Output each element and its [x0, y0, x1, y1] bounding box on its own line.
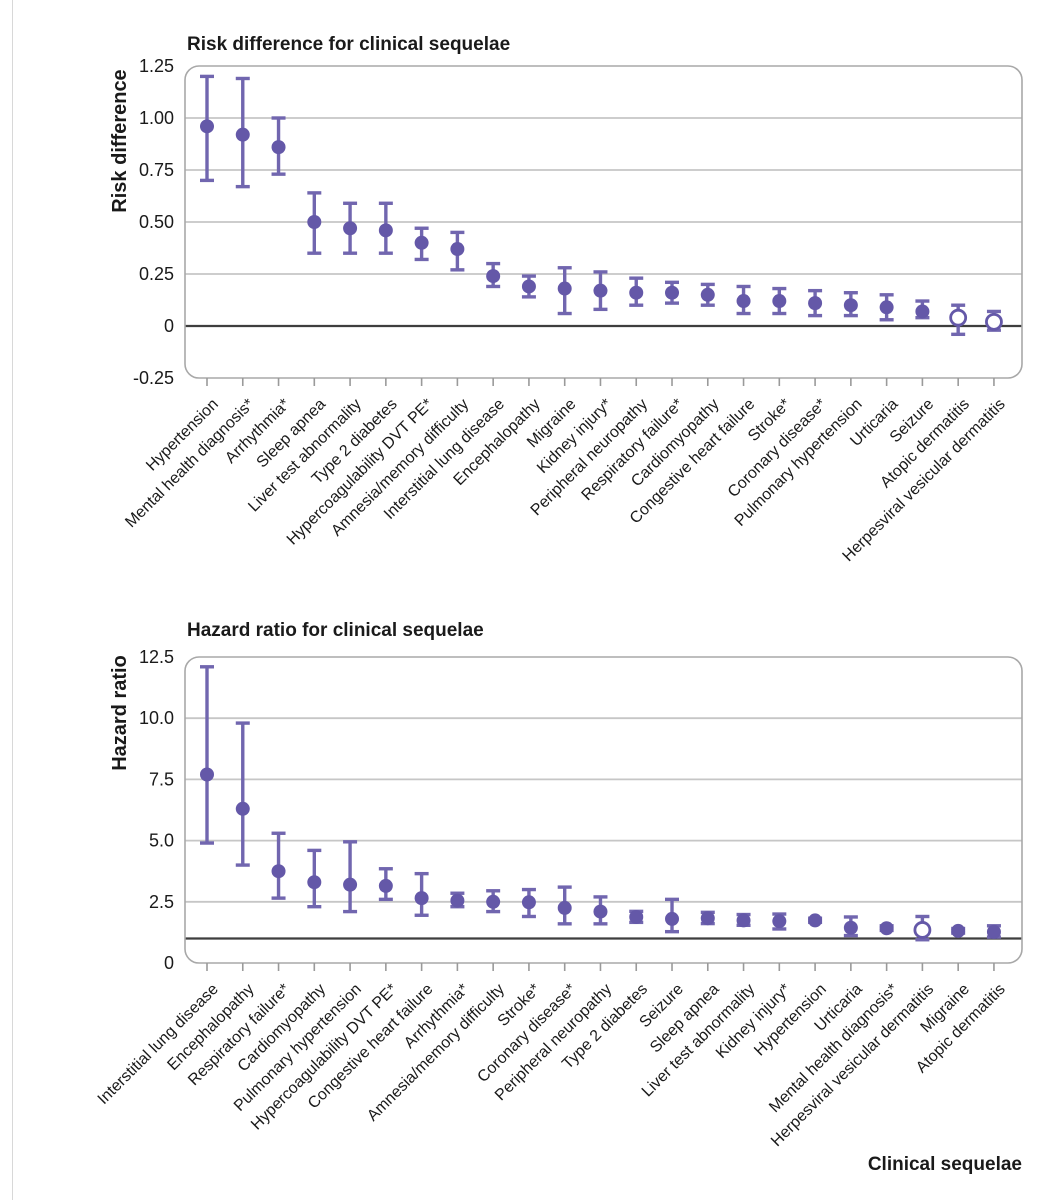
data-point: [378, 878, 393, 893]
data-point: [629, 909, 644, 924]
y-tick-label: 0.75: [139, 160, 174, 180]
data-point: [200, 767, 214, 782]
data-point-open: [913, 921, 932, 939]
data-point: [593, 283, 608, 298]
y-tick-label: 5.0: [149, 831, 174, 851]
data-point: [307, 875, 322, 890]
y-tick-label: 2.5: [149, 892, 174, 912]
x-axis-title: Clinical sequelae: [867, 1154, 1022, 1175]
data-point: [665, 285, 680, 300]
data-point: [450, 242, 465, 257]
y-tick-label: 0.25: [139, 264, 174, 284]
data-point: [200, 119, 214, 134]
y-tick-label: 1.25: [139, 56, 174, 76]
data-point: [414, 235, 429, 250]
y-tick-label: 10.0: [139, 708, 174, 728]
data-point: [736, 913, 751, 928]
data-point: [700, 911, 715, 926]
data-point: [307, 215, 322, 229]
data-point: [700, 287, 715, 302]
data-point: [486, 894, 501, 909]
data-point: [521, 279, 536, 294]
chart2-title: Hazard ratio for clinical sequelae: [187, 620, 484, 641]
data-point: [557, 281, 572, 296]
data-point: [736, 294, 751, 309]
data-point: [271, 140, 286, 155]
data-point: [951, 923, 966, 938]
data-point: [879, 300, 894, 315]
data-point: [808, 913, 823, 928]
data-point: [521, 895, 536, 910]
data-point: [378, 223, 393, 238]
data-point: [843, 298, 858, 313]
y-tick-label: 0: [164, 953, 174, 973]
plot-frame: [184, 65, 1023, 379]
data-point: [235, 801, 250, 816]
data-point: [343, 221, 358, 236]
y-tick-label: 0: [164, 316, 174, 336]
data-point: [271, 864, 286, 879]
data-point: [593, 904, 608, 919]
y-tick-label: -0.25: [133, 368, 174, 388]
data-point: [772, 914, 787, 929]
y-tick-label: 12.5: [139, 647, 174, 667]
data-point: [986, 924, 1001, 939]
data-point-open: [985, 312, 1003, 331]
data-point: [343, 877, 358, 892]
y-tick-label: 0.50: [139, 212, 174, 232]
data-point: [843, 920, 858, 935]
data-point: [557, 900, 572, 915]
page-left-border: [12, 0, 13, 1200]
plot-frame: [184, 656, 1023, 964]
chart1-title: Risk difference for clinical sequelae: [187, 34, 511, 55]
data-point: [808, 296, 823, 311]
data-point: [235, 127, 250, 142]
data-point: [486, 269, 501, 284]
data-point: [414, 891, 429, 906]
data-point: [879, 921, 894, 936]
data-point: [629, 285, 644, 300]
data-point: [772, 294, 787, 309]
y-tick-label: 1.00: [139, 108, 174, 128]
data-point-open: [949, 308, 968, 327]
data-point: [450, 893, 465, 908]
data-point: [915, 304, 930, 319]
y-tick-label: 7.5: [149, 769, 174, 789]
data-point: [665, 911, 680, 926]
